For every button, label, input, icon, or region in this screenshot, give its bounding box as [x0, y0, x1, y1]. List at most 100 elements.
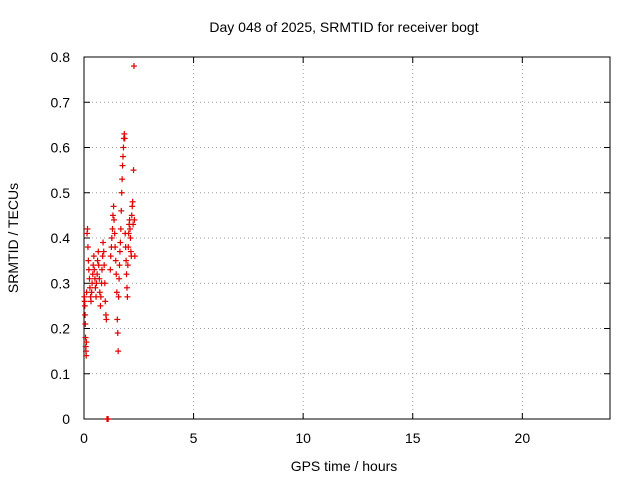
data-point [120, 144, 127, 151]
data-point [83, 289, 90, 296]
y-tick-label: 0.5 [51, 185, 71, 201]
data-point [119, 162, 126, 169]
data-point [101, 280, 108, 287]
data-point [113, 271, 120, 278]
data-point [131, 216, 138, 223]
data-point [84, 244, 91, 251]
data-point [95, 262, 102, 269]
data-point [111, 216, 118, 223]
data-point [97, 293, 104, 300]
data-point [131, 253, 138, 260]
data-point [95, 248, 102, 255]
data-point [94, 257, 101, 264]
data-point [118, 207, 125, 214]
data-point [114, 330, 121, 337]
data-point [109, 212, 116, 219]
data-point [82, 334, 89, 341]
y-tick-label: 0 [62, 411, 70, 427]
data-point [125, 230, 132, 237]
data-point [127, 235, 134, 241]
data-point [117, 225, 124, 232]
data-point [116, 248, 123, 255]
data-point [85, 266, 92, 273]
data-point [121, 135, 128, 142]
y-tick-labels: 0 0.1 0.2 0.3 0.4 0.5 0.6 0.7 0.8 [51, 49, 71, 427]
x-tick-labels: 0 5 10 15 20 [80, 430, 530, 446]
data-point [85, 257, 92, 264]
data-point [82, 311, 89, 318]
data-point [112, 244, 119, 251]
data-point [88, 298, 95, 305]
data-point [90, 262, 97, 269]
x-tick-label: 5 [190, 430, 198, 446]
grid-lines [84, 57, 610, 419]
data-point [99, 253, 106, 260]
data-point [115, 348, 122, 355]
data-point [120, 153, 127, 160]
data-point [125, 244, 132, 251]
data-point [100, 248, 107, 255]
data-point [130, 167, 137, 174]
data-point [115, 293, 122, 300]
plot-frame [83, 56, 611, 420]
data-point [86, 284, 93, 291]
data-point [101, 262, 108, 269]
data-point [117, 239, 124, 246]
data-point [86, 275, 93, 282]
data-point [129, 198, 136, 205]
data-point [105, 416, 112, 422]
data-point [96, 275, 103, 282]
data-point [88, 289, 95, 296]
data-point [119, 176, 126, 183]
data-point [124, 262, 131, 269]
y-tick-label: 0.2 [51, 321, 71, 337]
data-point [81, 302, 88, 309]
data-point [123, 284, 130, 291]
data-point [90, 253, 97, 260]
data-point [93, 280, 100, 287]
data-point [109, 225, 116, 232]
data-point [116, 262, 123, 269]
x-axis-label: GPS time / hours [291, 458, 398, 474]
data-point [110, 203, 117, 210]
data-point [94, 271, 101, 278]
data-point [112, 257, 119, 264]
data-point [116, 275, 123, 282]
data-point [103, 316, 110, 323]
data-point [98, 266, 105, 273]
data-point [108, 235, 115, 241]
y-axis-label: SRMTID / TECUs [5, 183, 21, 293]
data-point [130, 221, 137, 228]
y-tick-label: 0.1 [51, 366, 71, 382]
data-point [118, 189, 125, 196]
data-point [107, 266, 114, 273]
data-point [84, 225, 91, 232]
data-point [100, 239, 107, 246]
y-tick-label: 0.8 [51, 49, 71, 65]
y-tick-label: 0.7 [51, 94, 71, 110]
data-point [91, 266, 98, 273]
x-tick-label: 10 [295, 430, 311, 446]
data-point [92, 284, 99, 291]
data-point [113, 289, 120, 296]
data-point [97, 302, 104, 309]
data-point [96, 289, 103, 296]
data-point [123, 257, 130, 264]
y-tick-label: 0.4 [51, 230, 71, 246]
data-point [123, 271, 130, 278]
data-point [83, 339, 90, 346]
y-tick-label: 0.6 [51, 140, 71, 156]
data-point [128, 212, 135, 219]
data-point [130, 63, 137, 70]
data-point [127, 225, 134, 232]
data-points [81, 63, 138, 422]
data-point [102, 298, 109, 305]
data-point [124, 293, 131, 300]
axis-ticks [83, 56, 610, 420]
y-tick-label: 0.3 [51, 275, 71, 291]
data-point [82, 320, 89, 327]
x-tick-label: 15 [405, 430, 421, 446]
data-point [114, 316, 121, 323]
data-point [107, 253, 114, 260]
